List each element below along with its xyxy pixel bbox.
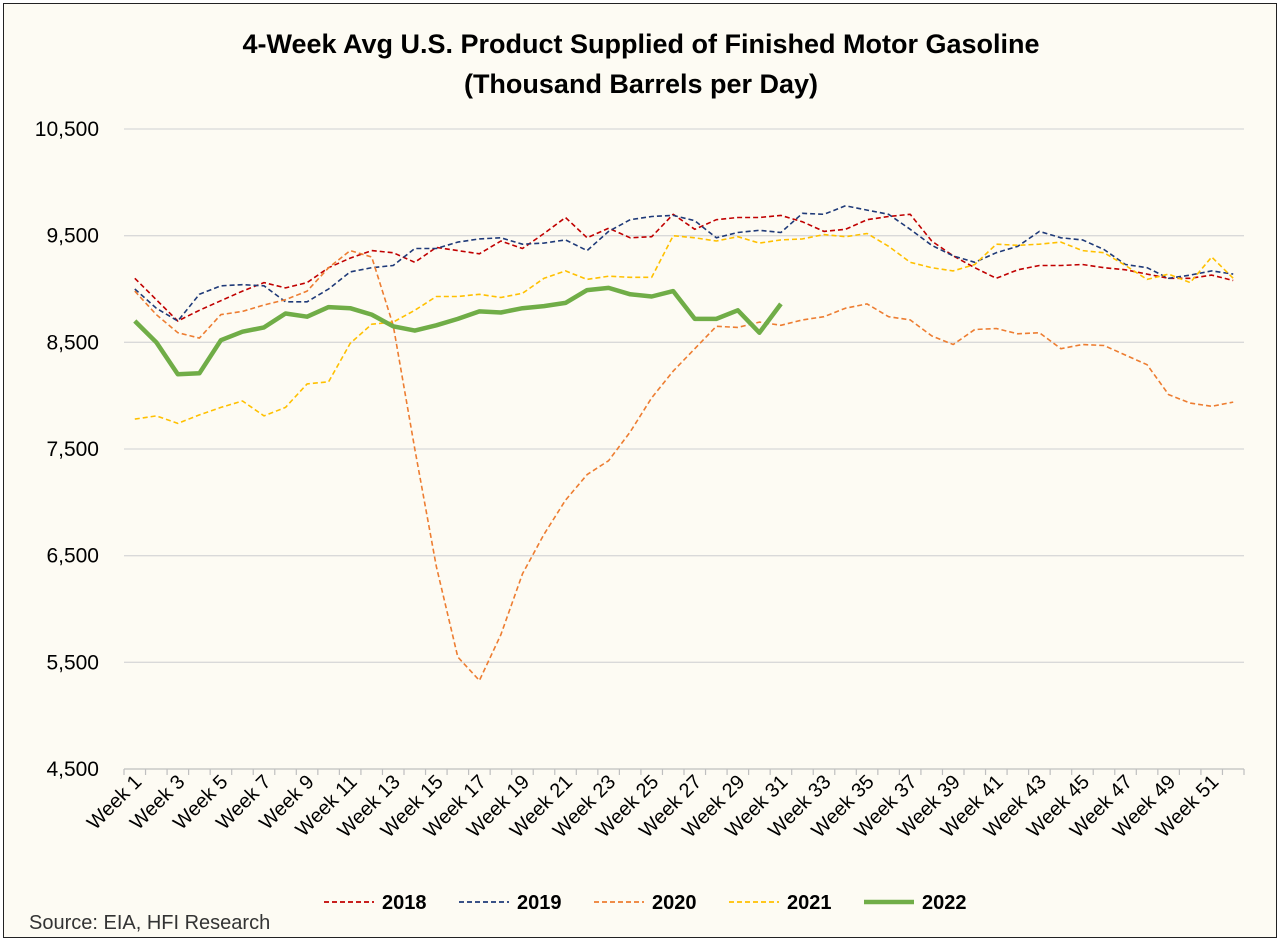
legend-label: 2019 (517, 892, 562, 914)
chart-title: 4-Week Avg U.S. Product Supplied of Fini… (242, 29, 1039, 59)
chart-frame: 4-Week Avg U.S. Product Supplied of Fini… (3, 3, 1277, 938)
legend-label: 2021 (787, 892, 832, 914)
legend: 2018 2019 2020 2021 2022 (324, 892, 967, 914)
chart-subtitle: (Thousand Barrels per Day) (464, 69, 818, 99)
series-line-2019 (134, 205, 1234, 322)
series-lines (133, 205, 1234, 682)
series-line-2022 (133, 285, 783, 377)
series-line-2021 (134, 232, 1234, 425)
line-chart: 4-Week Avg U.S. Product Supplied of Fini… (29, 29, 1245, 934)
y-tick-label: 10,500 (35, 118, 99, 141)
y-axis: 4,500 5,500 6,500 7,500 8,500 9,500 10,500 (35, 118, 99, 781)
y-tick-label: 8,500 (46, 331, 99, 354)
legend-label: 2020 (652, 892, 697, 914)
y-tick-label: 5,500 (46, 651, 99, 674)
legend-label: 2018 (382, 892, 427, 914)
gridlines (124, 128, 1244, 663)
y-tick-label: 6,500 (46, 545, 99, 568)
y-tick-label: 4,500 (46, 758, 99, 781)
y-tick-label: 9,500 (46, 225, 99, 248)
legend-label: 2022 (922, 892, 967, 914)
y-tick-label: 7,500 (46, 438, 99, 461)
source-note: Source: EIA, HFI Research (29, 912, 270, 934)
series-line-2020 (134, 249, 1234, 682)
series-line-2018 (134, 213, 1234, 322)
